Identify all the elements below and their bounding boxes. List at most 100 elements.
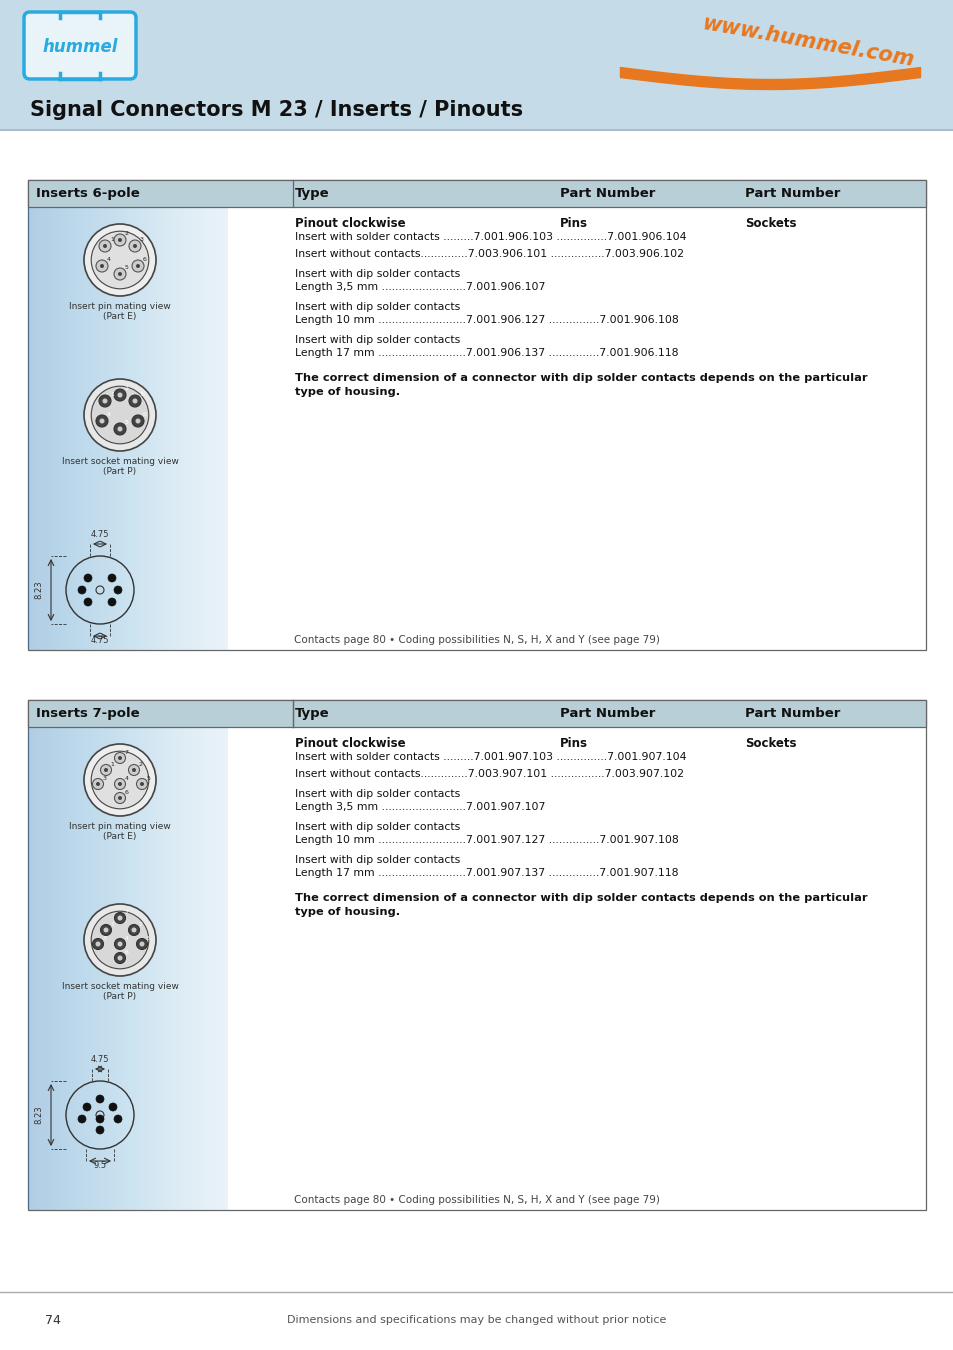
Text: 4.75: 4.75 bbox=[91, 1054, 110, 1064]
Text: Part Number: Part Number bbox=[559, 188, 655, 200]
Circle shape bbox=[132, 244, 137, 248]
Text: Length 3,5 mm .........................7.001.907.107: Length 3,5 mm .........................7… bbox=[294, 802, 545, 811]
Text: Signal Connectors M 23 / Inserts / Pinouts: Signal Connectors M 23 / Inserts / Pinou… bbox=[30, 100, 522, 120]
Circle shape bbox=[136, 265, 140, 269]
Text: 1: 1 bbox=[111, 761, 114, 767]
Text: Insert with dip solder contacts: Insert with dip solder contacts bbox=[294, 335, 459, 346]
Text: Insert with dip solder contacts: Insert with dip solder contacts bbox=[294, 822, 459, 832]
Circle shape bbox=[102, 398, 108, 404]
Text: Contacts page 80 • Coding possibilities N, S, H, X and Y (see page 79): Contacts page 80 • Coding possibilities … bbox=[294, 1195, 659, 1206]
Text: The correct dimension of a connector with dip solder contacts depends on the par: The correct dimension of a connector wit… bbox=[294, 892, 866, 903]
Text: (Part P): (Part P) bbox=[103, 467, 136, 477]
Text: Insert pin mating view: Insert pin mating view bbox=[69, 302, 171, 311]
Bar bbox=[28, 180, 925, 207]
Bar bbox=[0, 1291, 953, 1350]
Text: 4.75: 4.75 bbox=[91, 636, 110, 645]
Circle shape bbox=[99, 418, 105, 424]
Circle shape bbox=[136, 779, 148, 790]
Circle shape bbox=[96, 782, 100, 786]
Circle shape bbox=[117, 915, 122, 921]
Text: 1: 1 bbox=[110, 238, 113, 242]
Circle shape bbox=[83, 1103, 91, 1111]
Text: Insert socket mating view: Insert socket mating view bbox=[62, 458, 178, 466]
Text: Sockets: Sockets bbox=[744, 217, 796, 230]
Text: 3: 3 bbox=[140, 238, 144, 242]
Circle shape bbox=[96, 261, 108, 271]
Circle shape bbox=[118, 238, 122, 242]
Circle shape bbox=[135, 418, 140, 424]
Text: 3: 3 bbox=[102, 775, 107, 780]
Text: Pinout clockwise: Pinout clockwise bbox=[294, 217, 405, 230]
Text: 6: 6 bbox=[143, 412, 147, 417]
FancyBboxPatch shape bbox=[24, 12, 136, 80]
Circle shape bbox=[78, 1115, 86, 1123]
Text: 3: 3 bbox=[140, 392, 144, 397]
Circle shape bbox=[113, 234, 126, 246]
Bar bbox=[28, 180, 925, 649]
Text: 7: 7 bbox=[125, 910, 129, 914]
Text: 1: 1 bbox=[110, 392, 113, 397]
Text: Length 17 mm ..........................7.001.907.137 ...............7.001.907.11: Length 17 mm ..........................7… bbox=[294, 868, 678, 878]
Circle shape bbox=[100, 764, 112, 775]
Text: Part Number: Part Number bbox=[744, 707, 840, 720]
Circle shape bbox=[113, 1115, 122, 1123]
Circle shape bbox=[109, 1103, 117, 1111]
Text: Insert socket mating view: Insert socket mating view bbox=[62, 981, 178, 991]
Circle shape bbox=[117, 956, 122, 960]
Circle shape bbox=[92, 779, 103, 790]
Text: Insert pin mating view: Insert pin mating view bbox=[69, 822, 171, 832]
Circle shape bbox=[103, 244, 107, 248]
Text: 3: 3 bbox=[102, 936, 107, 941]
Circle shape bbox=[118, 782, 122, 786]
Circle shape bbox=[129, 396, 141, 406]
Text: 2: 2 bbox=[125, 231, 129, 236]
Circle shape bbox=[84, 574, 91, 582]
Text: 9.5: 9.5 bbox=[93, 1161, 107, 1170]
Circle shape bbox=[114, 752, 126, 764]
Text: 2: 2 bbox=[138, 761, 142, 767]
Circle shape bbox=[117, 941, 122, 946]
Circle shape bbox=[132, 261, 144, 271]
Circle shape bbox=[95, 941, 100, 946]
Text: 5: 5 bbox=[147, 775, 151, 780]
Circle shape bbox=[84, 904, 156, 976]
Circle shape bbox=[132, 414, 144, 427]
Text: Type: Type bbox=[294, 188, 330, 200]
Circle shape bbox=[132, 768, 136, 772]
Text: Insert without contacts..............7.003.907.101 ................7.003.907.102: Insert without contacts..............7.0… bbox=[294, 769, 683, 779]
Text: 4: 4 bbox=[107, 412, 111, 417]
Text: Insert without contacts..............7.003.906.101 ................7.003.906.102: Insert without contacts..............7.0… bbox=[294, 248, 683, 259]
Text: Insert with dip solder contacts: Insert with dip solder contacts bbox=[294, 269, 459, 279]
Circle shape bbox=[99, 240, 111, 252]
Text: 5: 5 bbox=[125, 265, 129, 270]
Text: www.hummel.com: www.hummel.com bbox=[700, 14, 914, 70]
Text: Length 3,5 mm .........................7.001.906.107: Length 3,5 mm .........................7… bbox=[294, 282, 545, 292]
Circle shape bbox=[92, 938, 103, 949]
Text: 5: 5 bbox=[147, 936, 151, 941]
Text: Pinout clockwise: Pinout clockwise bbox=[294, 737, 405, 751]
Circle shape bbox=[129, 764, 139, 775]
Circle shape bbox=[91, 911, 149, 969]
Text: Insert with dip solder contacts: Insert with dip solder contacts bbox=[294, 302, 459, 312]
Circle shape bbox=[84, 744, 156, 815]
Text: 4: 4 bbox=[125, 936, 129, 941]
Circle shape bbox=[113, 389, 126, 401]
Circle shape bbox=[84, 379, 156, 451]
Text: Length 10 mm ..........................7.001.907.127 ...............7.001.907.10: Length 10 mm ..........................7… bbox=[294, 836, 678, 845]
Text: Insert with solder contacts .........7.001.907.103 ...............7.001.907.104: Insert with solder contacts .........7.0… bbox=[294, 752, 686, 761]
Text: Inserts 7-pole: Inserts 7-pole bbox=[36, 707, 139, 720]
Circle shape bbox=[117, 427, 122, 432]
Text: 5: 5 bbox=[125, 420, 129, 425]
Circle shape bbox=[114, 953, 126, 964]
Circle shape bbox=[84, 598, 91, 606]
Text: (Part E): (Part E) bbox=[103, 832, 136, 841]
Circle shape bbox=[140, 782, 144, 786]
Text: Insert with dip solder contacts: Insert with dip solder contacts bbox=[294, 855, 459, 865]
Circle shape bbox=[104, 768, 108, 772]
Circle shape bbox=[96, 1095, 104, 1103]
Circle shape bbox=[103, 927, 109, 933]
Circle shape bbox=[129, 925, 139, 936]
Circle shape bbox=[118, 756, 122, 760]
Circle shape bbox=[113, 586, 122, 594]
Circle shape bbox=[132, 398, 137, 404]
